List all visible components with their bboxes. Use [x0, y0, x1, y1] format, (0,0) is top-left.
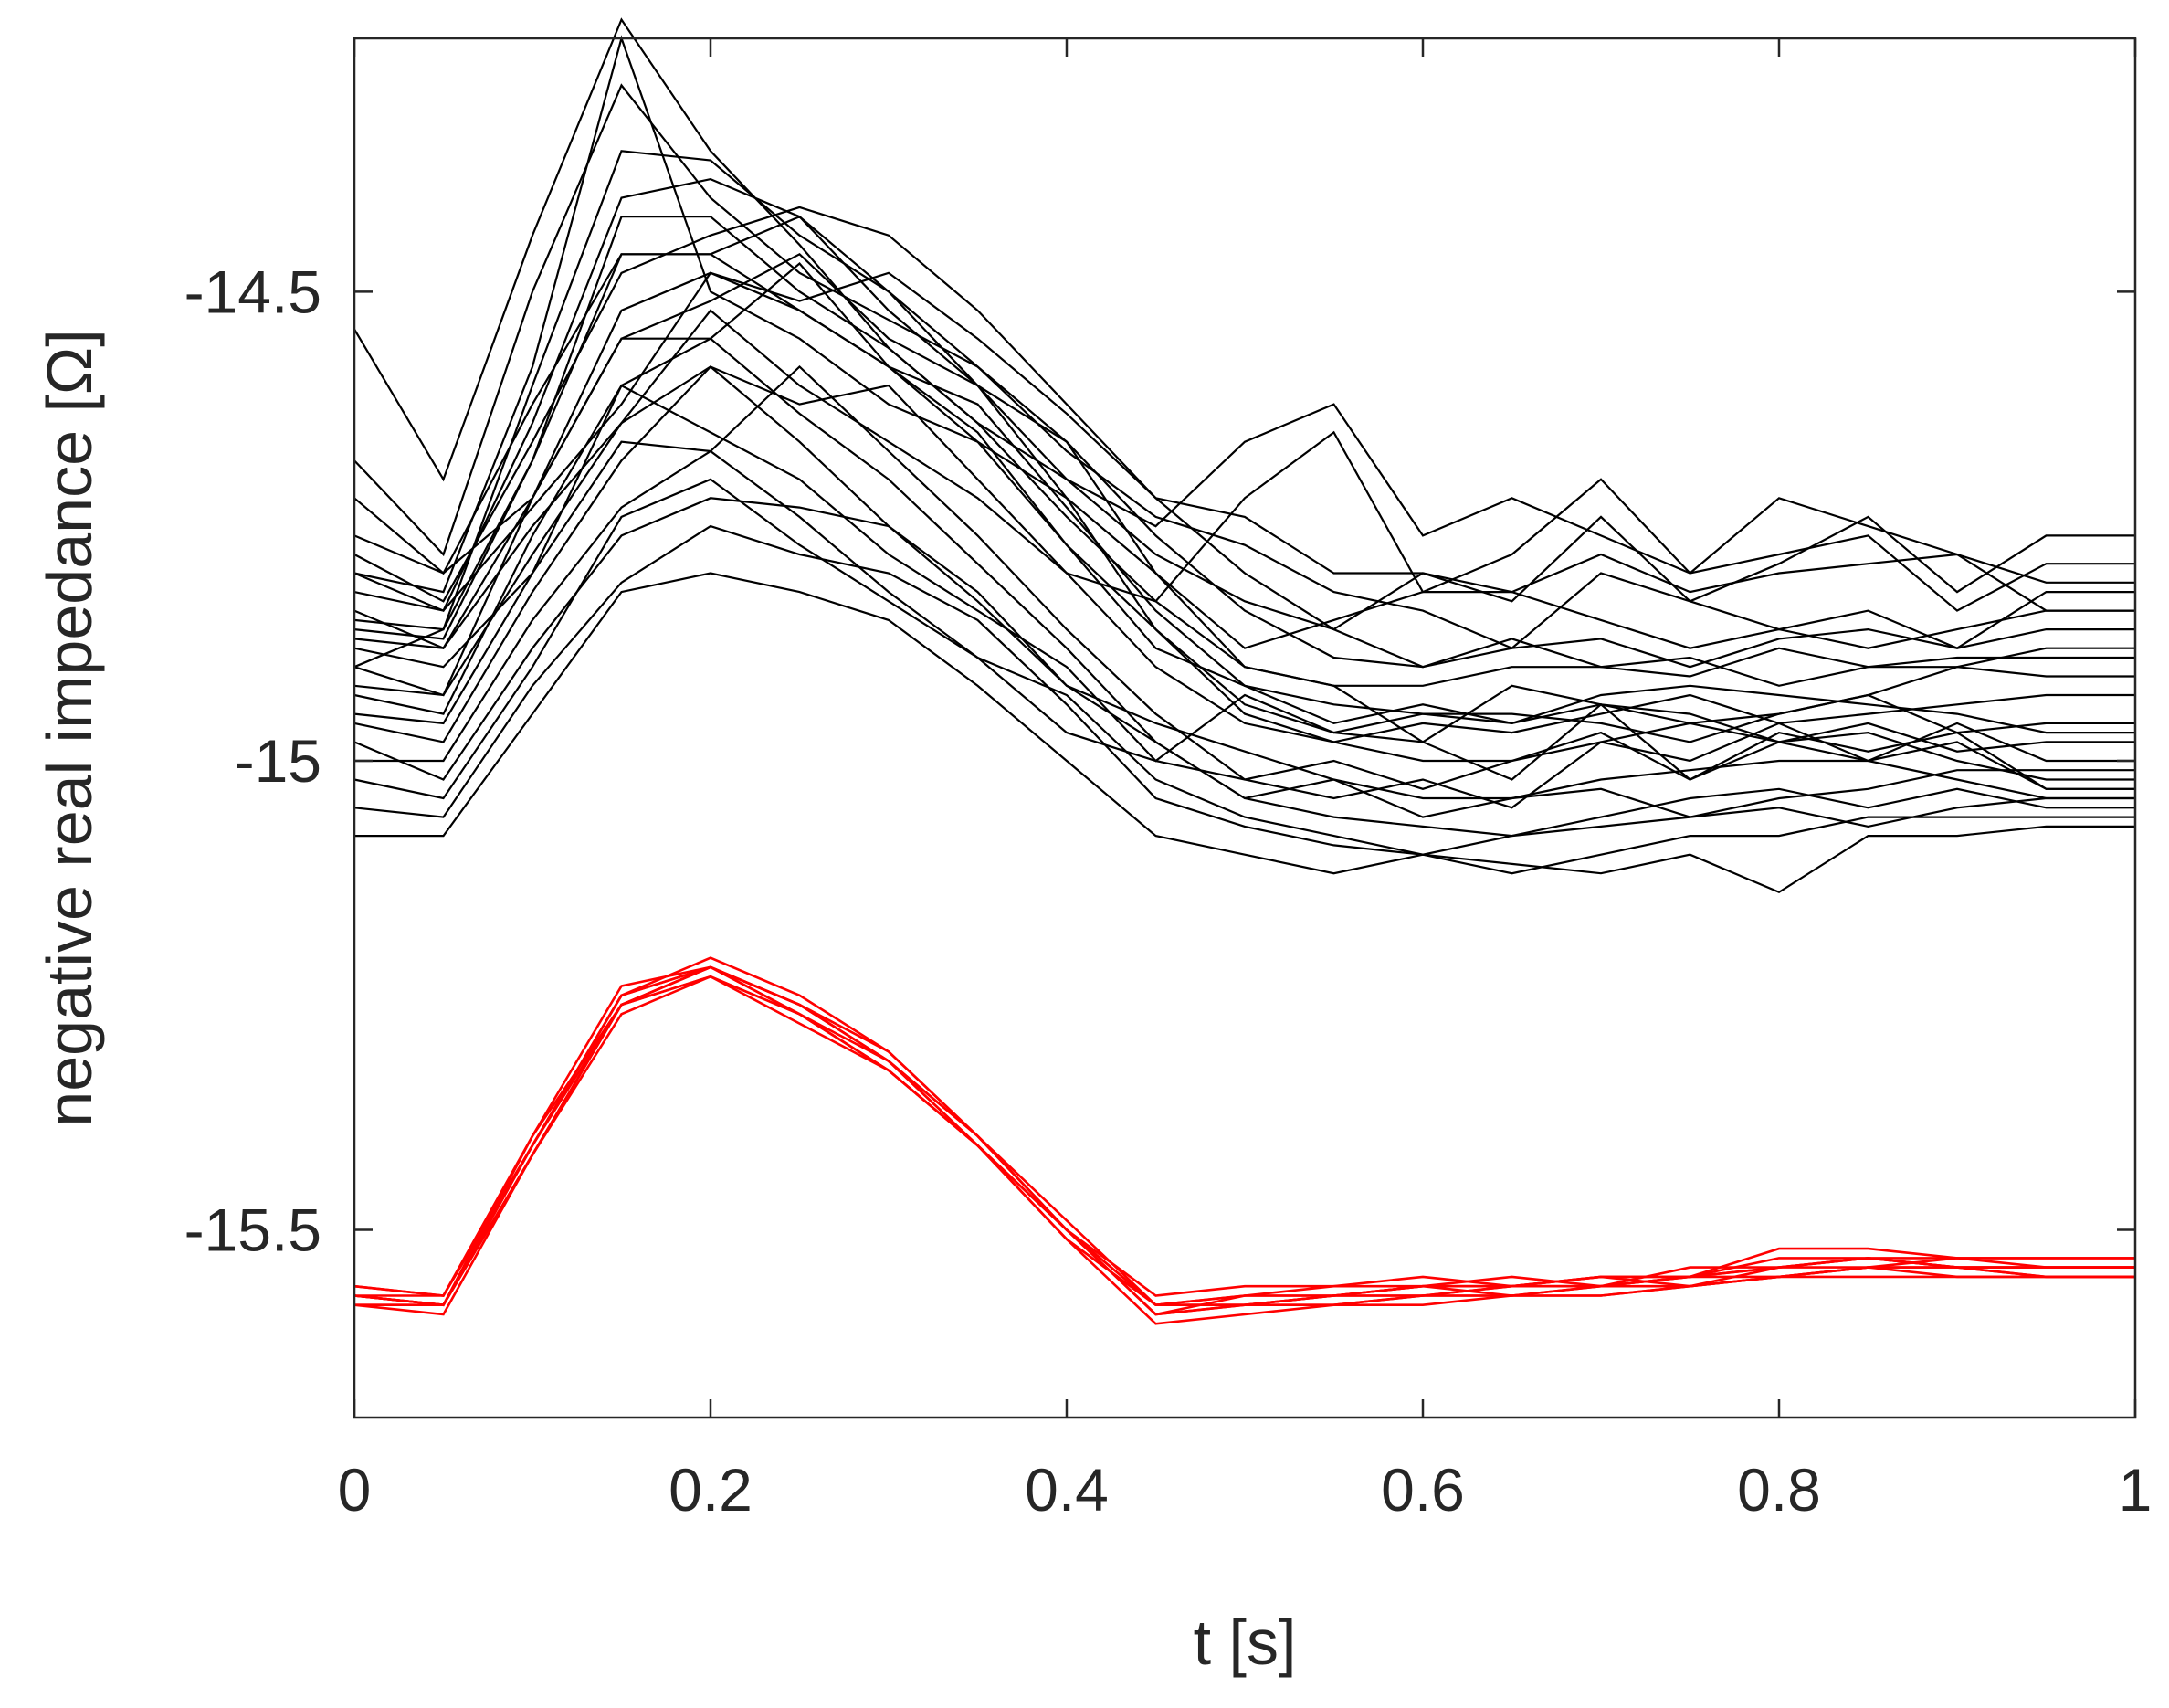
- red-series-line: [353, 965, 2135, 1316]
- black-series-line: [353, 337, 2135, 838]
- red-series-line: [353, 965, 2135, 1307]
- black-series-line: [353, 17, 2135, 631]
- black-series-line: [353, 478, 2135, 856]
- black-series-line: [354, 364, 2135, 809]
- y-axis-label: negative real impedance [Ω]: [34, 329, 105, 1126]
- x-tick-label: 0.2: [669, 1456, 753, 1523]
- y-tick-label: -15: [235, 727, 321, 795]
- red-series-line: [353, 965, 2135, 1307]
- black-series-line: [354, 572, 2135, 894]
- red-series-line: [353, 965, 2135, 1307]
- black-series-line: [353, 177, 2135, 613]
- red-series-line: [354, 956, 2135, 1297]
- black-series-line: [353, 252, 2135, 743]
- black-series-line: [353, 524, 2135, 875]
- black-series-line: [353, 497, 2135, 800]
- black-series-line: [353, 309, 2135, 650]
- black-series-line: [353, 365, 2135, 781]
- black-series-line: [353, 150, 2135, 669]
- red-series-line: [353, 965, 2135, 1316]
- plot-frame: [353, 37, 2137, 1419]
- tick-layer: 0 0.2 0.4 0.6 0.8 1 -14.5 -15 -15.5: [184, 38, 2153, 1523]
- black-series-line: [353, 216, 2135, 687]
- black-series-line: [353, 253, 2135, 753]
- red-series-line: [354, 975, 2135, 1316]
- black-series-line: [353, 440, 2135, 790]
- black-series-line: [353, 271, 2135, 594]
- black-series-line: [353, 206, 2135, 678]
- x-axis-label: t [s]: [1194, 1607, 1297, 1678]
- x-tick-label: 0: [338, 1456, 372, 1523]
- x-tick-label: 1: [2119, 1456, 2153, 1523]
- series-layer: [353, 17, 2135, 1325]
- y-tick-label: -14.5: [184, 258, 321, 325]
- red-series-line: [354, 975, 2135, 1306]
- x-tick-label: 0.6: [1381, 1456, 1465, 1523]
- red-series-line: [353, 975, 2135, 1325]
- black-series-line: [353, 35, 2135, 649]
- x-tick-label: 0.4: [1025, 1456, 1109, 1523]
- red-series-line: [353, 965, 2135, 1307]
- black-series-line: [353, 384, 2135, 790]
- x-tick-label: 0.8: [1737, 1456, 1821, 1523]
- black-series-line: [353, 215, 2135, 743]
- y-tick-label: -15.5: [184, 1197, 321, 1264]
